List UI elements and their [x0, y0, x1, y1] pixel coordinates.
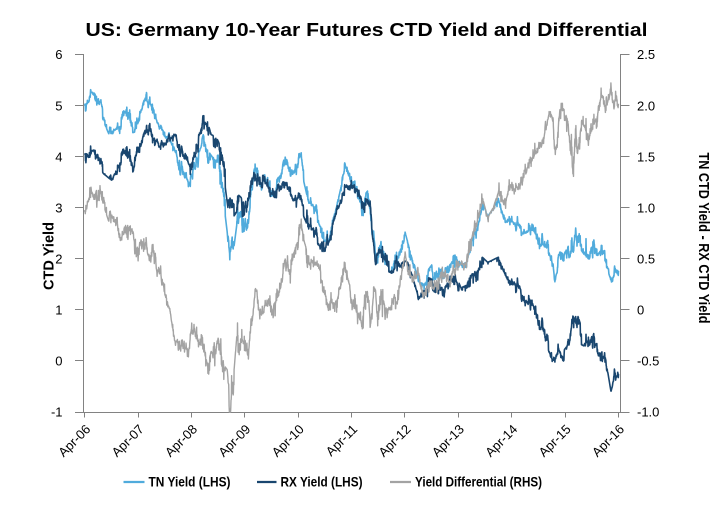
svg-text:0: 0: [637, 303, 644, 318]
svg-text:2: 2: [55, 252, 62, 267]
svg-text:6: 6: [55, 47, 62, 62]
svg-text:TN Yield (LHS): TN Yield (LHS): [149, 473, 231, 489]
svg-text:-0.5: -0.5: [637, 354, 659, 369]
svg-text:-1.0: -1.0: [637, 405, 659, 420]
svg-text:5: 5: [55, 98, 62, 113]
svg-text:TN CTD Yield - RX CTD Yield: TN CTD Yield - RX CTD Yield: [695, 153, 712, 324]
svg-text:Yield Differential (RHS): Yield Differential (RHS): [415, 473, 542, 489]
svg-text:1.0: 1.0: [637, 200, 655, 215]
svg-text:4: 4: [55, 149, 62, 164]
svg-text:1: 1: [55, 303, 62, 318]
svg-text:CTD Yield: CTD Yield: [41, 222, 58, 290]
svg-text:0: 0: [55, 354, 62, 369]
svg-text:1.5: 1.5: [637, 149, 655, 164]
svg-text:US: Germany 10-Year Futures CT: US: Germany 10-Year Futures CTD Yield an…: [86, 20, 648, 40]
svg-text:2.0: 2.0: [637, 98, 655, 113]
svg-text:3: 3: [55, 200, 62, 215]
svg-text:RX Yield (LHS): RX Yield (LHS): [281, 473, 363, 489]
svg-text:-1: -1: [51, 405, 63, 420]
svg-text:0.5: 0.5: [637, 252, 655, 267]
svg-text:2.5: 2.5: [637, 47, 655, 62]
